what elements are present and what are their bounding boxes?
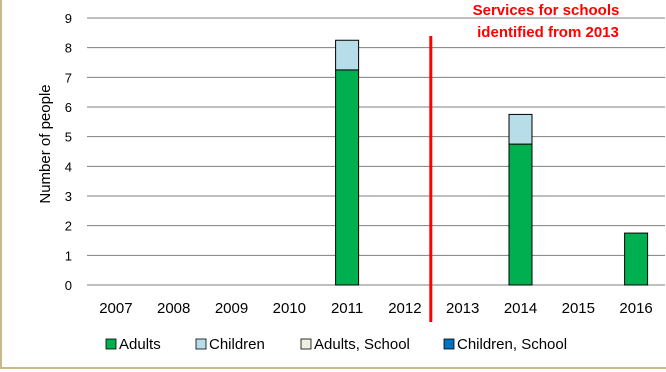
- bars: [335, 39, 649, 286]
- bar: [335, 39, 360, 71]
- annotation-line-1: Services for schools: [473, 2, 620, 19]
- y-tick-label: 1: [65, 248, 72, 263]
- bar: [508, 113, 533, 145]
- y-tick-label: 7: [65, 70, 72, 85]
- x-tick-label: 2015: [562, 300, 595, 317]
- x-tick-label: 2011: [331, 300, 363, 317]
- legend-label: Children: [209, 336, 265, 353]
- y-tick-label: 4: [65, 159, 72, 174]
- y-tick-label: 2: [65, 219, 72, 234]
- x-axis: 2007 2008 2009 2010 2011 2012 2013 2014 2015 2016: [99, 300, 653, 317]
- legend: Adults Children Adults, School Children, Sc…: [105, 336, 567, 353]
- y-tick-label: 9: [65, 11, 72, 26]
- y-tick-label: 6: [65, 100, 72, 115]
- bar: [335, 69, 360, 286]
- x-tick-label: 2007: [99, 300, 132, 317]
- x-tick-label: 2016: [619, 300, 652, 317]
- legend-label: Adults: [119, 336, 161, 353]
- y-axis-label: Number of people: [37, 84, 54, 203]
- legend-swatch: [300, 338, 312, 350]
- y-tick-label: 0: [65, 278, 72, 293]
- y-axis: 0 1 2 3 4 5 6 7 8 9: [65, 11, 72, 293]
- x-tick-label: 2014: [504, 300, 537, 317]
- x-tick-label: 2013: [446, 300, 479, 317]
- legend-swatch: [443, 338, 455, 350]
- bar: [508, 143, 533, 286]
- annotation-line-2: identified from 2013: [477, 24, 619, 41]
- legend-label: Adults, School: [314, 336, 410, 353]
- y-tick-label: 3: [65, 189, 72, 204]
- y-tick-label: 5: [65, 130, 72, 145]
- y-tick-label: 8: [65, 41, 72, 56]
- x-tick-label: 2009: [215, 300, 248, 317]
- x-tick-label: 2010: [273, 300, 306, 317]
- bar: [624, 232, 649, 286]
- legend-label: Children, School: [457, 336, 567, 353]
- gridlines: [87, 17, 665, 286]
- legend-swatch: [105, 338, 117, 350]
- x-tick-label: 2012: [388, 300, 421, 317]
- x-tick-label: 2008: [157, 300, 190, 317]
- legend-swatch: [195, 338, 207, 350]
